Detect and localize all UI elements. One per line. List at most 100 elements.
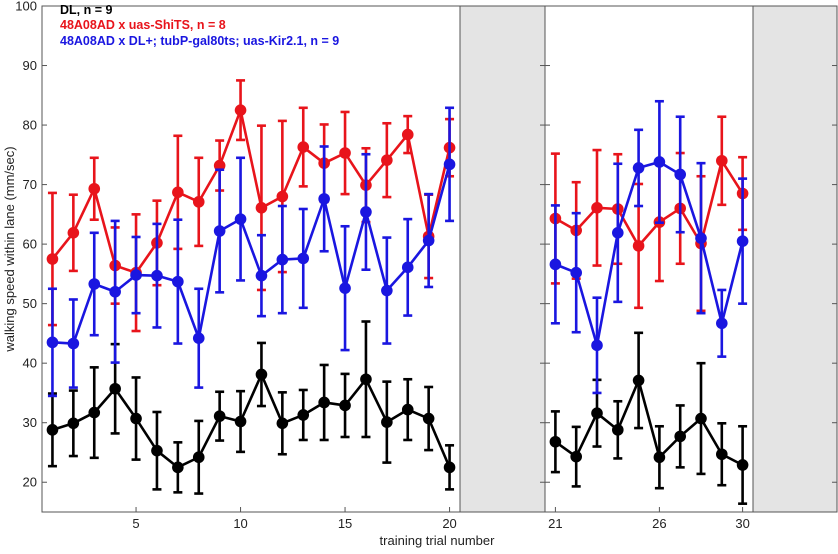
data-point	[632, 162, 645, 174]
y-tick-label: 20	[23, 475, 37, 490]
data-point	[151, 269, 163, 282]
data-point	[88, 406, 101, 419]
data-point	[151, 444, 163, 457]
data-point	[381, 154, 393, 166]
data-point	[318, 396, 330, 409]
data-point	[381, 284, 393, 297]
legend-entry-shits: 48A08AD x uas-ShiTS, n = 8	[60, 18, 226, 32]
data-point	[612, 424, 624, 436]
data-point	[67, 337, 80, 350]
data-point	[612, 227, 624, 239]
data-point	[192, 451, 205, 464]
data-point	[234, 213, 247, 225]
y-tick-label: 40	[23, 356, 37, 371]
data-point	[653, 156, 666, 168]
y-tick-label: 90	[23, 58, 37, 73]
data-point	[192, 196, 205, 208]
y-tick-label: 80	[23, 118, 37, 133]
axes-frames	[41, 5, 838, 513]
data-point	[172, 186, 184, 199]
x-tick-label: 5	[132, 516, 139, 531]
y-tick-label: 70	[23, 177, 37, 192]
data-point	[297, 141, 310, 153]
x-tick-label: 20	[442, 516, 456, 531]
data-point	[674, 168, 686, 181]
data-point	[339, 399, 351, 412]
series-line	[52, 373, 451, 469]
data-point	[276, 417, 289, 430]
shaded-regions	[459, 5, 838, 513]
data-point	[255, 269, 268, 282]
data-point	[88, 278, 101, 290]
data-point	[381, 416, 393, 428]
data-point	[234, 415, 247, 428]
data-point	[46, 424, 59, 436]
data-point	[339, 282, 351, 294]
data-point	[172, 275, 184, 288]
data-point	[192, 332, 205, 344]
data-point	[716, 154, 728, 167]
data-point	[360, 373, 372, 386]
legend: DL, n = 9 48A08AD x uas-ShiTS, n = 8 48A…	[60, 3, 339, 48]
data-point	[318, 193, 330, 205]
series-2	[46, 99, 749, 398]
data-point	[443, 158, 456, 171]
data-point	[339, 147, 351, 159]
data-point	[172, 461, 184, 474]
data-point	[549, 435, 562, 448]
data-point	[255, 202, 268, 214]
data-point	[130, 269, 142, 281]
data-point	[591, 339, 603, 352]
data-point	[401, 261, 414, 274]
series-line	[554, 159, 744, 248]
legend-entry-kir: 48A08AD x DL+; tubP-gal80ts; uas-Kir2.1,…	[60, 34, 339, 48]
shaded-region	[752, 5, 838, 513]
y-tick-label: 50	[23, 296, 37, 311]
data-point	[360, 206, 372, 218]
data-point	[276, 190, 289, 203]
series-layer	[46, 79, 749, 505]
data-point	[88, 182, 101, 195]
data-point	[401, 403, 414, 416]
data-point	[213, 225, 226, 237]
data-point	[632, 240, 645, 252]
data-point	[46, 253, 59, 265]
shaded-region	[459, 5, 546, 513]
data-point	[401, 128, 414, 141]
data-point	[653, 451, 666, 464]
data-point	[67, 227, 80, 239]
x-tick-label: 15	[338, 516, 352, 531]
x-tick-label: 26	[652, 516, 666, 531]
series-line	[554, 160, 744, 347]
data-point	[67, 417, 80, 430]
y-axis-label: walking speed within lane (mm/sec)	[2, 146, 17, 352]
data-point	[736, 459, 749, 471]
x-axis-label: training trial number	[380, 533, 496, 548]
data-point	[422, 412, 435, 425]
data-point	[46, 336, 59, 349]
data-point	[255, 368, 268, 381]
x-tick-label: 10	[233, 516, 247, 531]
data-point	[570, 450, 582, 463]
data-point	[234, 104, 247, 116]
data-point	[591, 202, 603, 214]
data-point	[109, 382, 121, 395]
data-point	[674, 430, 686, 443]
series-0	[46, 320, 749, 505]
data-point	[443, 461, 456, 474]
y-tick-label: 100	[15, 0, 37, 14]
data-point	[570, 266, 582, 279]
x-tick-label: 30	[735, 516, 749, 531]
data-point	[297, 409, 310, 421]
data-point	[716, 448, 728, 461]
data-point	[276, 253, 289, 266]
legend-entry-dl: DL, n = 9	[60, 3, 112, 17]
data-point	[632, 374, 645, 387]
y-tick-label: 60	[23, 237, 37, 252]
data-point	[716, 317, 728, 330]
data-point	[297, 252, 310, 265]
data-point	[695, 412, 707, 425]
data-point	[549, 258, 562, 271]
